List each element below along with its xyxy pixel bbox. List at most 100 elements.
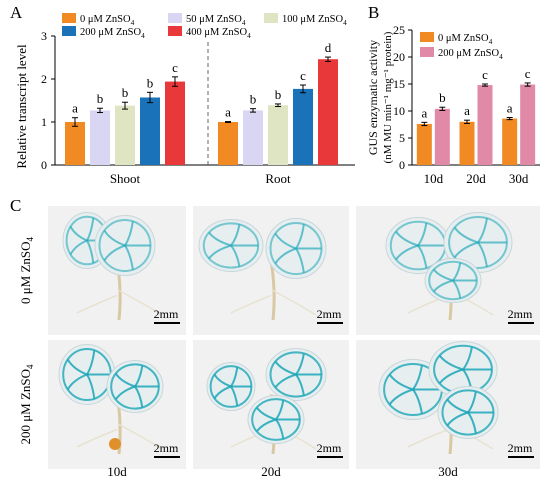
panel-b-legend-label: 200 μM ZnSO4	[438, 48, 503, 61]
seedling-photo: 2mm	[356, 340, 540, 469]
gus-stained-vein	[388, 388, 414, 406]
gus-stained-vein	[274, 373, 297, 389]
panel-a-significance-letter: b	[250, 92, 257, 107]
row-label: 200 μM ZnSO4	[18, 364, 35, 445]
gus-stained-vein	[295, 224, 305, 250]
panel-b-ytick-label: 25	[393, 23, 405, 37]
panel-letter-c: C	[10, 196, 21, 215]
gus-stained-vein	[441, 389, 495, 436]
gus-stained-vein	[412, 388, 423, 414]
gus-stained-vein	[213, 385, 232, 400]
panel-a-category-label: Shoot	[110, 171, 141, 186]
panel-b-bar	[477, 85, 493, 165]
gus-stained-vein	[417, 222, 428, 247]
column-label: 30d	[438, 464, 458, 479]
panel-a-category-label: Root	[265, 171, 291, 186]
gus-stained-vein	[110, 363, 160, 410]
gus-stained-vein	[98, 219, 152, 272]
gus-stained-vein	[230, 224, 241, 247]
panel-a-significance-letter: b	[275, 87, 282, 102]
gus-stained-vein	[452, 279, 462, 299]
panel-a-legend-label: 100 μM ZnSO4	[282, 14, 347, 27]
panel-b-ytick-label: 15	[393, 77, 405, 91]
panel-b-ytick-label: 10	[393, 104, 405, 118]
panel-b-significance-letter: c	[482, 67, 488, 82]
scale-bar-label: 2mm	[317, 441, 342, 455]
root	[272, 289, 317, 316]
panel-a-legend-label: 50 μM ZnSO4	[186, 14, 246, 27]
scale-bar-label: 2mm	[317, 307, 342, 321]
panel-b-ytick-label: 0	[399, 158, 405, 172]
gus-stained-vein	[477, 241, 488, 267]
seedling-photo: 2mm	[356, 206, 540, 335]
gus-stained-vein	[446, 411, 469, 427]
gus-stained-vein	[295, 373, 305, 396]
panel-a-legend-swatch	[264, 13, 278, 23]
gus-stained-vein	[114, 372, 136, 388]
gus-stained-vein	[467, 411, 477, 434]
gus-stained-vein	[66, 373, 88, 391]
gus-stained-vein	[412, 365, 423, 391]
panel-b-significance-letter: b	[439, 90, 446, 105]
panel-b-ylabel-units: (nM MU min⁻¹ mg⁻¹ protein)	[382, 31, 394, 163]
gus-stained-vein	[208, 231, 232, 247]
panel-b-category-label: 30d	[509, 171, 529, 186]
gus-stained-vein	[453, 226, 479, 244]
panel-b-significance-letter: a	[421, 105, 427, 120]
panel-b-category-label: 20d	[466, 171, 486, 186]
column-label: 20d	[261, 464, 281, 479]
panel-b-significance-letter: a	[507, 100, 513, 115]
gus-stained-vein	[477, 218, 488, 244]
gus-stained-vein	[452, 262, 462, 282]
root	[118, 289, 163, 316]
root	[76, 428, 118, 448]
panel-a-significance-letter: a	[72, 101, 78, 116]
panel-a-legend-label: 0 μM ZnSO4	[80, 14, 135, 27]
panel-b-bar	[502, 118, 518, 165]
gus-stained-vein	[230, 366, 239, 388]
panel-a-bar	[165, 81, 185, 165]
gus-stained-vein	[69, 226, 88, 242]
panel-b-bar	[459, 121, 475, 165]
seedling-photo: 2mm	[48, 206, 186, 335]
gus-stained-vein	[453, 241, 479, 259]
seedling-photo: 2mm	[48, 340, 186, 469]
panel-a-legend-swatch	[62, 13, 76, 23]
panel-a-significance-letter: b	[147, 75, 154, 90]
gus-stained-vein	[448, 216, 508, 269]
panel-a-significance-letter: c	[172, 60, 178, 75]
gus-stained-vein	[251, 398, 301, 441]
panel-a-ytick-label: 2	[41, 72, 47, 86]
panel-a-bar	[218, 122, 238, 165]
panel-b-legend-label: 0 μM ZnSO4	[438, 33, 493, 46]
scale-bar-label: 2mm	[154, 441, 179, 455]
gus-stained-vein	[446, 398, 469, 414]
panel-a-bar	[65, 122, 85, 165]
panel-b-significance-letter: c	[525, 66, 531, 81]
scale-bar-label: 2mm	[154, 307, 179, 321]
panel-letter-a: A	[10, 3, 23, 22]
panel-a-ytick-label: 1	[41, 115, 47, 129]
gus-stained-vein	[269, 222, 323, 275]
gus-stained-vein	[395, 244, 419, 261]
row-label: 0 μM ZnSO4	[18, 236, 35, 304]
gus-stained-vein	[103, 229, 126, 247]
panel-a-ylabel: Relative transcript level	[14, 44, 29, 169]
panel-a-bar	[293, 88, 313, 165]
gus-stained-vein	[134, 365, 144, 388]
gus-stained-vein	[208, 244, 232, 260]
gus-stained-vein	[124, 244, 134, 270]
panel-b-legend-swatch	[420, 32, 434, 42]
scale-bar-label: 2mm	[508, 307, 533, 321]
seedling-photo: 2mm	[193, 340, 349, 469]
root	[76, 294, 118, 314]
scale-bar-label: 2mm	[508, 441, 533, 455]
gus-stained-vein	[462, 346, 473, 371]
gus-stained-vein	[388, 373, 414, 391]
panel-a-bar	[268, 105, 288, 165]
panel-b-ylabel: GUS enzymatic activity	[366, 40, 380, 155]
panel-a-ytick-label: 3	[41, 29, 47, 43]
gus-stained-vein	[134, 385, 144, 408]
panel-a-bar	[115, 105, 135, 165]
gus-stained-vein	[209, 365, 253, 408]
